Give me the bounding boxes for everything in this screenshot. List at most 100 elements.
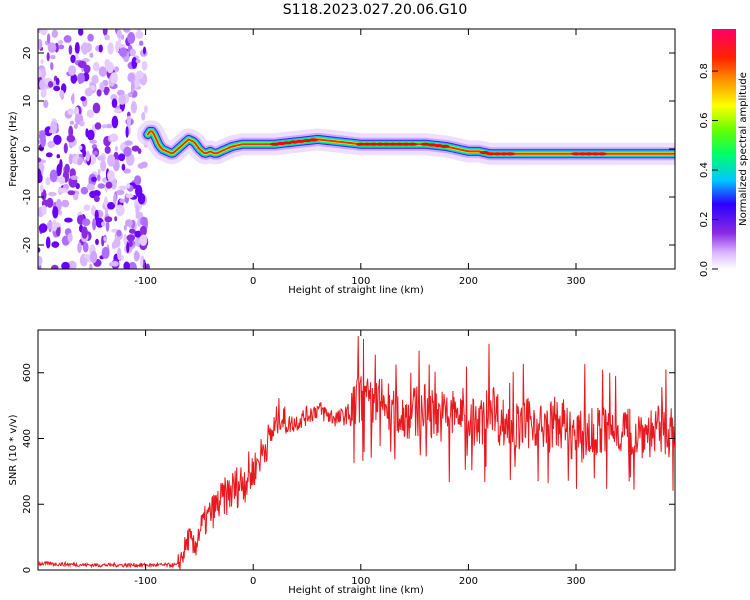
- spectral-ridge: [136, 120, 675, 165]
- noise-blob: [61, 261, 70, 269]
- noise-blob: [59, 90, 65, 98]
- noise-blob: [39, 130, 46, 135]
- noise-blob: [129, 240, 133, 248]
- noise-blob: [124, 140, 133, 146]
- x-tick-label: 100: [351, 276, 370, 287]
- noise-blob: [87, 129, 95, 141]
- y-tick-label: 200: [22, 495, 33, 514]
- y-tick-label: 10: [22, 95, 33, 108]
- noise-blob: [139, 225, 147, 236]
- noise-blob: [92, 218, 97, 231]
- noise-blob: [51, 264, 59, 269]
- colorbar: 0.0 0.2 0.4 0.6 0.8 Normalized spectral ampl…: [699, 29, 749, 277]
- noise-blob: [114, 66, 119, 72]
- noise-blob: [104, 34, 110, 41]
- noise-blob: [48, 81, 54, 88]
- noise-blob: [80, 96, 86, 102]
- noise-blob: [40, 184, 44, 193]
- x-tick-label: -100: [134, 276, 157, 287]
- noise-blob: [90, 250, 98, 264]
- noise-blob: [73, 123, 78, 129]
- noise-blob: [97, 155, 105, 161]
- snr-x-ticks: -100 0 100 200 300: [134, 330, 586, 587]
- noise-blob: [58, 210, 63, 216]
- noise-blob: [50, 54, 56, 60]
- noise-blob: [52, 206, 59, 219]
- noise-blob: [46, 197, 54, 208]
- noise-blob: [111, 115, 119, 129]
- snr-panel: -100 0 100 200 300 0 200 400 600 Height of stra…: [8, 329, 676, 596]
- noise-blob: [103, 196, 108, 209]
- noise-blob: [89, 263, 93, 269]
- noise-blob: [81, 226, 88, 239]
- y-tick-label: 20: [22, 47, 33, 60]
- noise-blob: [121, 163, 126, 171]
- ridge-peak: [407, 142, 418, 146]
- noise-blob: [135, 203, 140, 216]
- noise-blob: [116, 29, 122, 39]
- noise-blob: [129, 48, 136, 57]
- spectrogram-y-ticks: -20 -10 0 10 20: [22, 47, 675, 253]
- noise-blob: [111, 242, 117, 250]
- noise-blob: [105, 181, 113, 189]
- noise-blob: [85, 150, 90, 162]
- noise-blob: [117, 247, 122, 261]
- noise-blob: [71, 93, 75, 105]
- noise-blob: [111, 228, 119, 233]
- noise-blob: [137, 193, 146, 205]
- noise-blob: [106, 61, 114, 74]
- noise-blob: [140, 255, 144, 268]
- noise-blob: [137, 163, 145, 169]
- colorbar-label: Normalized spectral amplitude: [738, 72, 749, 226]
- noise-blob: [109, 133, 119, 142]
- noise-blob: [104, 146, 111, 154]
- noise-blob: [74, 53, 79, 60]
- noise-blob: [113, 193, 117, 205]
- noise-blob: [40, 134, 46, 148]
- ridge-peak: [308, 138, 319, 142]
- noise-blob: [119, 198, 126, 203]
- noise-blob: [66, 134, 76, 143]
- noise-blob: [141, 112, 146, 121]
- noise-blob: [104, 89, 109, 96]
- noise-blob: [77, 72, 85, 84]
- noise-blob: [110, 261, 119, 267]
- noise-blob: [51, 29, 58, 38]
- noise-blob: [139, 234, 148, 246]
- noise-blob: [94, 209, 99, 222]
- noise-blob: [82, 148, 87, 158]
- noise-blob: [78, 145, 83, 150]
- noise-blob: [139, 40, 144, 46]
- noise-blob: [45, 236, 51, 249]
- noise-blob: [96, 89, 102, 97]
- noise-blob: [105, 219, 110, 232]
- x-tick-label: 0: [250, 576, 256, 587]
- noise-blob: [55, 77, 60, 86]
- x-tick-label: -100: [134, 576, 157, 587]
- noise-blob: [113, 108, 122, 113]
- noise-blob: [131, 57, 138, 69]
- noise-blob: [40, 89, 47, 98]
- ridge-peak: [505, 152, 516, 156]
- noise-blob: [77, 158, 83, 166]
- noise-blob: [58, 176, 66, 185]
- snr-x-label: Height of straight line (km): [288, 585, 424, 596]
- noise-blob: [38, 39, 43, 50]
- noise-blob: [123, 146, 132, 157]
- noise-blob: [83, 204, 91, 211]
- noise-blob: [123, 233, 127, 246]
- noise-blob: [70, 73, 78, 84]
- noise-blob: [83, 254, 92, 259]
- noise-blob: [97, 174, 101, 182]
- noise-blob: [38, 157, 42, 163]
- ridge-peak: [439, 144, 450, 148]
- noise-blob: [68, 45, 73, 55]
- colorbar-tick-label: 0.0: [699, 261, 710, 277]
- noise-blob: [67, 108, 74, 115]
- noise-blob: [116, 189, 125, 196]
- noise-blob: [64, 163, 70, 174]
- noise-blob: [128, 261, 137, 269]
- ridge-peak: [596, 152, 607, 156]
- noise-blob: [127, 72, 135, 83]
